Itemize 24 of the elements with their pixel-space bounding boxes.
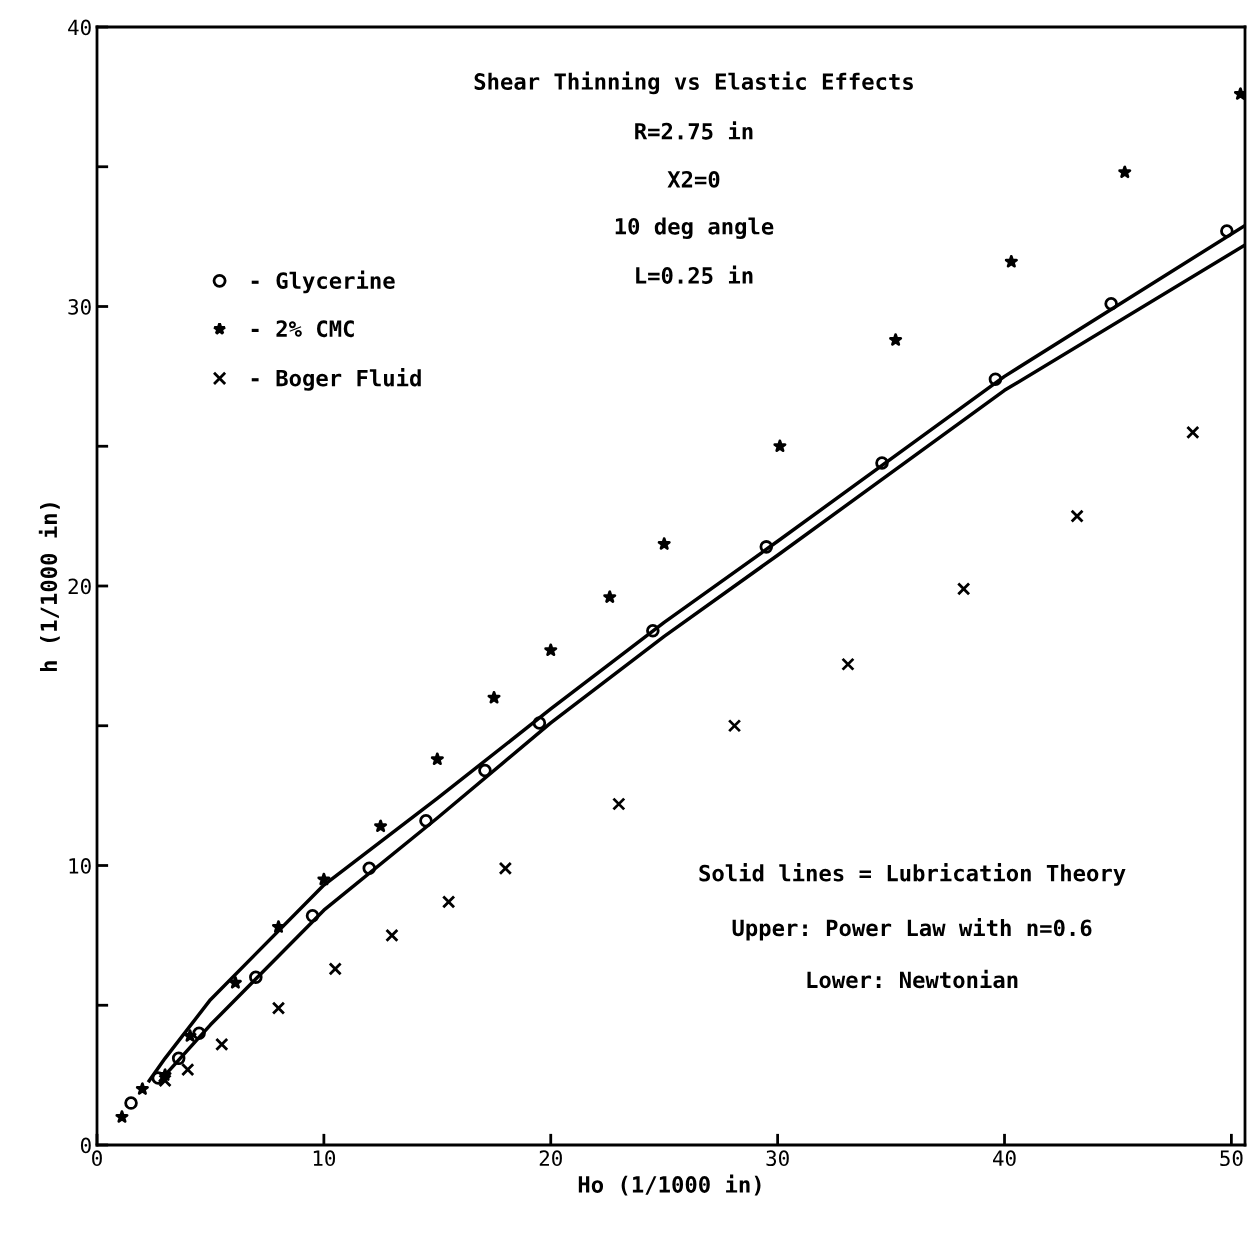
annotation: Lower: Newtonian	[807, 969, 1018, 989]
y-tick-label: 0	[80, 1137, 91, 1154]
annotation: Shear Thinning vs Elastic Effects	[474, 71, 913, 95]
annotation: R=2.75 in	[635, 121, 753, 140]
x-tick-label: 20	[539, 1150, 562, 1167]
annotation: Upper: Power Law with n=0.6	[732, 917, 1092, 941]
y-tick-label: 30	[68, 299, 91, 315]
y-tick-label: 40	[68, 19, 91, 36]
x-tick-label: 40	[993, 1150, 1016, 1167]
annotation: Solid lines = Lubrication Theory	[699, 863, 1126, 886]
x-tick-label: 0	[92, 1150, 102, 1167]
x-tick-label: 10	[313, 1150, 336, 1167]
y-tick-label: 20	[68, 578, 91, 595]
legend-label: - Glycerine	[251, 270, 395, 294]
y-axis-title: h (1/1000 in)	[38, 503, 60, 672]
legend-label: - 2% CMC	[251, 320, 354, 338]
x-tick-label: 50	[1220, 1150, 1243, 1167]
legend-label: - Boger Fluid	[251, 368, 421, 391]
annotation: L=0.25 in	[636, 265, 753, 284]
annotation: X2=0	[667, 170, 720, 188]
x-tick-label: 30	[766, 1150, 789, 1167]
annotation: 10 deg angle	[615, 217, 774, 239]
x-axis-title: Ho (1/1000 in)	[578, 1174, 761, 1196]
y-tick-label: 10	[69, 858, 91, 874]
